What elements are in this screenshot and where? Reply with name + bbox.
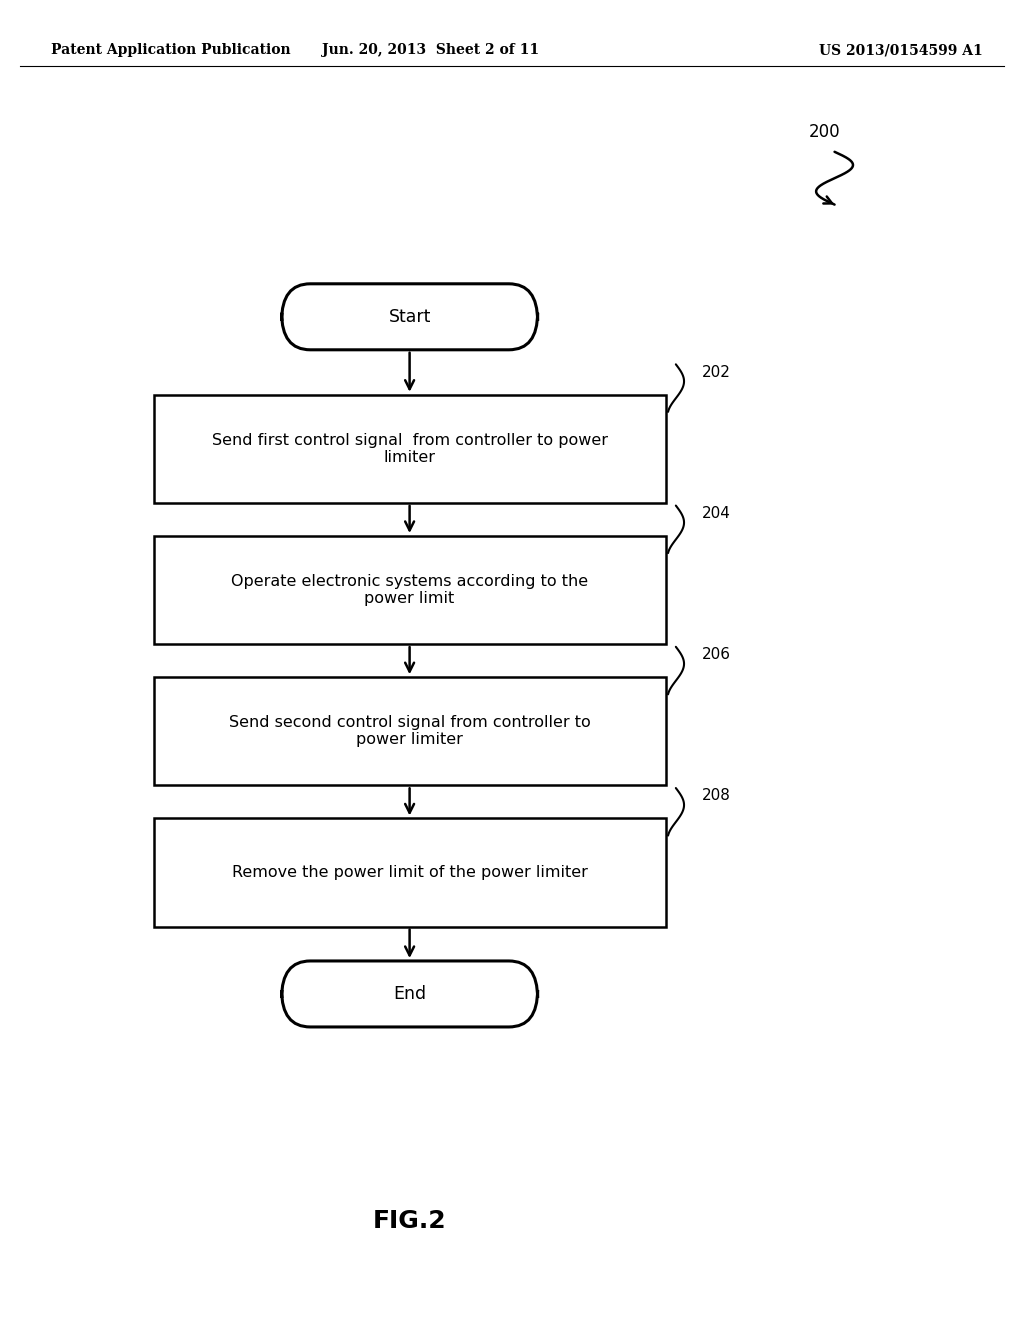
Text: FIG.2: FIG.2 [373,1209,446,1233]
Bar [154,395,666,503]
Text: Send first control signal  from controller to power
limiter: Send first control signal from controlle… [212,433,607,465]
Text: Operate electronic systems according to the
power limit: Operate electronic systems according to … [231,574,588,606]
Bar [154,677,666,785]
Text: US 2013/0154599 A1: US 2013/0154599 A1 [819,44,983,57]
Text: Start: Start [388,308,431,326]
FancyBboxPatch shape [282,961,538,1027]
Bar [154,536,666,644]
Text: 202: 202 [701,364,730,380]
Bar [154,818,666,927]
Text: Jun. 20, 2013  Sheet 2 of 11: Jun. 20, 2013 Sheet 2 of 11 [322,44,539,57]
Text: 204: 204 [701,506,730,521]
Text: End: End [393,985,426,1003]
FancyBboxPatch shape [282,284,538,350]
Text: 208: 208 [701,788,730,804]
Text: Remove the power limit of the power limiter: Remove the power limit of the power limi… [231,865,588,880]
Text: 200: 200 [809,123,841,141]
Text: Send second control signal from controller to
power limiter: Send second control signal from controll… [228,715,591,747]
Text: Patent Application Publication: Patent Application Publication [51,44,291,57]
Text: 206: 206 [701,647,730,663]
